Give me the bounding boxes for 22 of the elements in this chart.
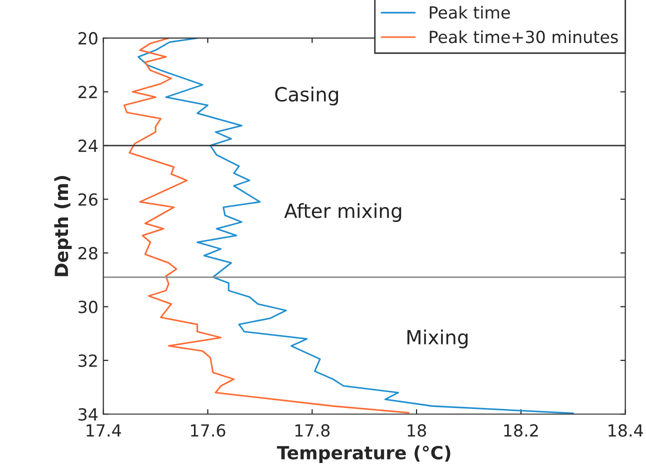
annotation: After mixing [284,203,402,222]
y-tick-label: 34 [78,408,98,421]
line-series [123,38,410,414]
annotation: Mixing [407,330,468,348]
x-axis-title: Temperature (°C) [276,446,450,463]
legend-label: Peak time [430,6,510,19]
y-tick-label: 30 [78,300,98,314]
y-tick-label: 32 [78,354,97,367]
legend-label: Peak time+30 minutes [430,30,618,44]
x-tick-label: 18.4 [608,424,643,437]
y-tick-label: 24 [78,139,98,152]
y-tick-label: 28 [78,246,98,260]
x-tick-label: 18 [408,424,426,437]
x-tick-label: 17.6 [191,424,226,437]
x-tick-label: 17.8 [295,424,330,437]
x-tick-label: 18.2 [504,424,538,437]
y-tick-label: 20 [78,32,98,45]
x-tick-label: 17.4 [86,424,121,437]
y-tick-label: 22 [78,86,97,98]
y-tick-label: 26 [78,193,98,206]
annotation: Casing [275,86,338,106]
y-axis-title: Depth (m) [54,176,72,276]
